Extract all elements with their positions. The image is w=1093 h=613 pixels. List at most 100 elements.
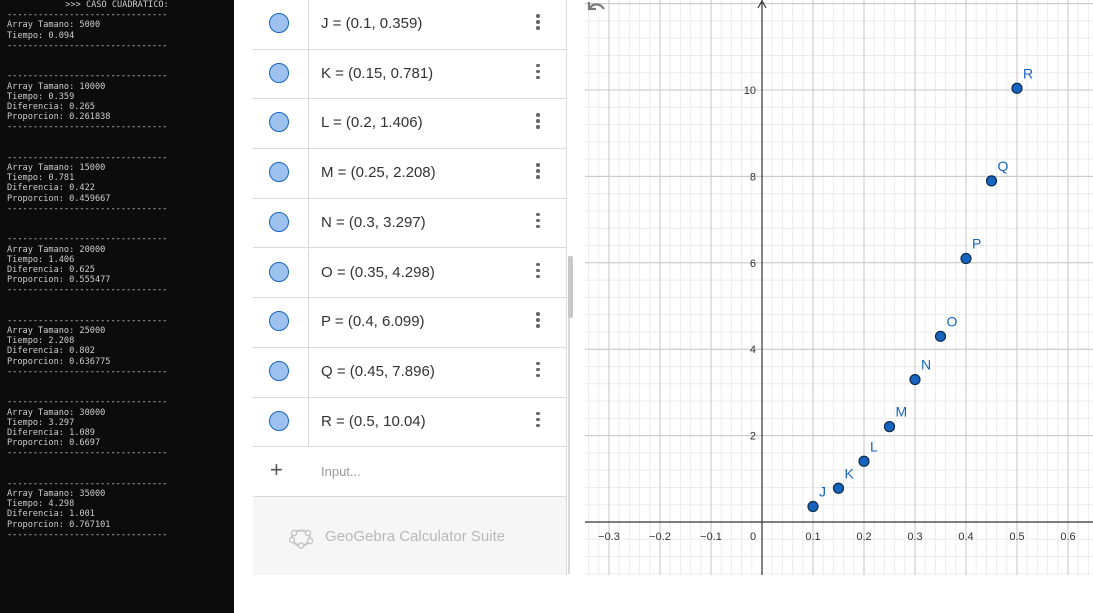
point-m[interactable]	[883, 421, 896, 433]
more-options-icon[interactable]	[531, 411, 545, 432]
console-line	[0, 51, 234, 61]
point-label-l: L	[870, 438, 878, 454]
point-r[interactable]	[1011, 82, 1023, 94]
visibility-toggle-icon[interactable]	[269, 112, 289, 133]
x-tick-label: 0.5	[1009, 531, 1024, 543]
visibility-toggle-icon[interactable]	[269, 13, 289, 33]
console-line: Array Tamano: 30000	[7, 407, 106, 418]
console-line: -------------------------------	[7, 397, 168, 408]
visibility-toggle-cell[interactable]	[253, 298, 309, 347]
console-line: -------------------------------	[7, 152, 168, 163]
console-line	[0, 387, 234, 397]
visibility-toggle-icon[interactable]	[269, 360, 289, 381]
x-tick-label: −0.2	[649, 531, 671, 543]
console-line: Array Tamano: 20000	[7, 244, 106, 255]
more-options-icon[interactable]	[531, 262, 545, 283]
plus-icon[interactable]: +	[270, 457, 283, 483]
console-line: Proporcion: 0.261838	[7, 112, 111, 123]
visibility-toggle-icon[interactable]	[269, 62, 289, 83]
algebra-expression[interactable]: O = (0.35, 4.298)	[321, 263, 435, 281]
y-tick-label: 8	[750, 171, 756, 183]
console-line: -------------------------------	[7, 234, 168, 245]
algebra-row-k[interactable]: K = (0.15, 0.781)	[253, 49, 566, 100]
visibility-toggle-cell[interactable]	[253, 99, 309, 149]
visibility-toggle-icon[interactable]	[269, 410, 289, 431]
undo-icon[interactable]	[585, 0, 607, 16]
algebra-row-o[interactable]: O = (0.35, 4.298)	[253, 248, 566, 299]
console-line: Tiempo: 0.094	[7, 30, 75, 41]
point-q[interactable]	[985, 175, 998, 187]
console-line	[0, 306, 234, 316]
console-line	[0, 295, 234, 305]
console-line: Diferencia: 0.265	[7, 101, 95, 112]
algebra-row-q[interactable]: Q = (0.45, 7.896)	[253, 347, 566, 398]
visibility-toggle-cell[interactable]	[253, 149, 309, 198]
more-options-icon[interactable]	[531, 113, 545, 133]
visibility-toggle-icon[interactable]	[269, 261, 289, 282]
point-k[interactable]	[832, 482, 845, 494]
algebra-expression[interactable]: N = (0.3, 3.297)	[321, 213, 426, 231]
visibility-toggle-cell[interactable]	[253, 198, 309, 248]
console-line: -------------------------------	[7, 315, 168, 326]
visibility-toggle-cell[interactable]	[253, 397, 309, 447]
x-tick-label: −0.1	[700, 531, 722, 543]
console-line: -------------------------------	[7, 478, 168, 489]
console-line: Array Tamano: 10000	[7, 81, 106, 92]
graphics-view[interactable]: −0.3 −0.2 −0.1 0 0.1 0.2 0.3 0.4 0.5 0.6 2 4 6 8 10 J K L…	[585, 0, 1093, 575]
scrollbar-thumb[interactable]	[568, 256, 573, 318]
visibility-toggle-icon[interactable]	[269, 311, 289, 332]
console-line	[0, 61, 234, 71]
visibility-toggle-cell[interactable]	[253, 49, 309, 99]
more-options-icon[interactable]	[531, 14, 545, 34]
algebra-expression[interactable]: M = (0.25, 2.208)	[321, 164, 436, 182]
console-window: >>> CASO CUADRATICO: --------------------…	[0, 0, 234, 613]
algebra-expression[interactable]: K = (0.15, 0.781)	[321, 64, 434, 82]
point-p[interactable]	[960, 252, 972, 265]
coordinate-plane[interactable]: −0.3 −0.2 −0.1 0 0.1 0.2 0.3 0.4 0.5 0.6 2 4 6 8 10 J KL…	[585, 0, 1093, 575]
console-line: -------------------------------	[7, 366, 168, 377]
algebra-row-l[interactable]: L = (0.2, 1.406)	[253, 99, 566, 150]
more-options-icon[interactable]	[531, 361, 545, 382]
visibility-toggle-cell[interactable]	[253, 248, 309, 298]
algebra-row-m[interactable]: M = (0.25, 2.208)	[253, 149, 566, 199]
console-line	[0, 214, 234, 224]
input-row[interactable]: + Input...	[253, 447, 566, 497]
console-line: Diferencia: 1.089	[7, 427, 95, 438]
point-l[interactable]	[858, 455, 870, 467]
algebra-expression[interactable]: J = (0.1, 0.359)	[321, 15, 423, 32]
algebra-row-r[interactable]: R = (0.5, 10.04)	[253, 397, 566, 448]
algebra-expression[interactable]: R = (0.5, 10.04)	[321, 412, 426, 430]
visibility-toggle-icon[interactable]	[269, 211, 289, 232]
console-line	[0, 469, 234, 479]
point-o[interactable]	[934, 330, 947, 342]
console-line	[0, 143, 234, 153]
more-options-icon[interactable]	[531, 312, 545, 332]
point-label-p: P	[972, 236, 981, 252]
scrollbar-track[interactable]	[568, 256, 570, 574]
algebra-input[interactable]: Input...	[321, 464, 361, 480]
brand-footer: GeoGebra Calculator Suite	[253, 497, 566, 575]
point-j[interactable]	[807, 500, 819, 513]
visibility-toggle-icon[interactable]	[269, 162, 289, 183]
point-label-q: Q	[998, 158, 1009, 174]
more-options-icon[interactable]	[531, 163, 545, 183]
algebra-row-j[interactable]: J = (0.1, 0.359)	[253, 0, 566, 50]
more-options-icon[interactable]	[531, 63, 545, 84]
algebra-expression[interactable]: Q = (0.45, 7.896)	[321, 362, 435, 380]
console-line	[0, 224, 234, 234]
console-line: Tiempo: 2.208	[7, 336, 75, 347]
point-n[interactable]	[909, 373, 921, 386]
algebra-expression[interactable]: L = (0.2, 1.406)	[321, 114, 423, 132]
algebra-expression[interactable]: P = (0.4, 6.099)	[321, 313, 425, 331]
console-title: >>> CASO CUADRATICO:	[65, 0, 169, 10]
visibility-toggle-cell[interactable]	[253, 0, 309, 49]
console-line: -------------------------------	[7, 10, 168, 21]
more-options-icon[interactable]	[531, 212, 545, 233]
algebra-row-n[interactable]: N = (0.3, 3.297)	[253, 198, 566, 249]
algebra-row-p[interactable]: P = (0.4, 6.099)	[253, 298, 566, 348]
x-tick-label: 0.3	[907, 531, 922, 543]
console-line: -------------------------------	[7, 203, 168, 214]
visibility-toggle-cell[interactable]	[253, 347, 309, 397]
add-cell[interactable]: +	[253, 447, 309, 496]
point-label-o: O	[947, 313, 958, 329]
